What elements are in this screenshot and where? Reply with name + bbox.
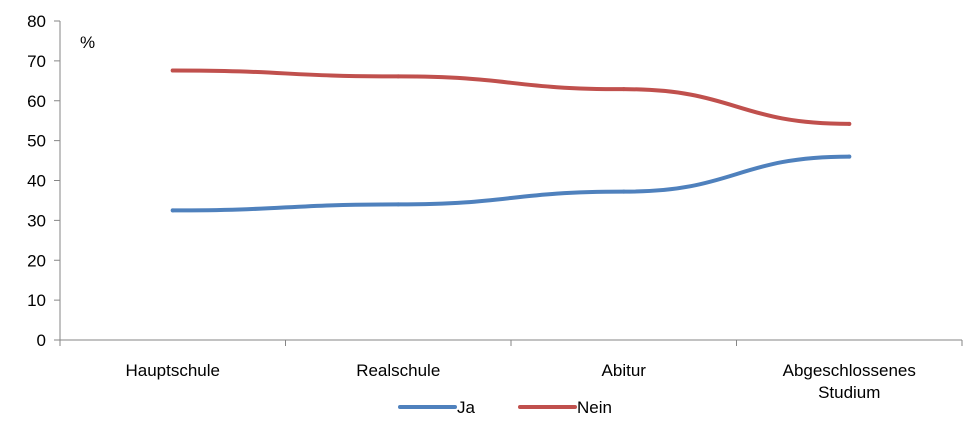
- x-category-label-line: Abitur: [602, 361, 647, 380]
- y-tick-label: 0: [37, 331, 46, 350]
- y-tick-label: 50: [27, 132, 46, 151]
- x-category-label-line: Realschule: [356, 361, 440, 380]
- x-category-label-line: Studium: [818, 383, 880, 402]
- legend-label-ja: Ja: [457, 398, 476, 417]
- data-point-ja: [847, 154, 852, 159]
- y-tick-label: 70: [27, 52, 46, 71]
- y-tick-label: 10: [27, 291, 46, 310]
- x-category-label-line: Abgeschlossenes: [783, 361, 916, 380]
- y-unit-label: %: [80, 33, 95, 52]
- data-point-nein: [170, 68, 175, 73]
- data-point-nein: [396, 74, 401, 79]
- y-tick-label: 20: [27, 251, 46, 270]
- y-tick-label: 40: [27, 172, 46, 191]
- x-axis: Hauptschule Realschule Abitur Abgeschlossen…: [59, 339, 963, 402]
- series-line-nein: [170, 68, 852, 126]
- x-category-label: Abitur: [602, 361, 647, 380]
- data-point-ja: [621, 189, 626, 194]
- data-point-nein: [621, 87, 626, 92]
- x-category-label-line: Hauptschule: [125, 361, 220, 380]
- legend-label-nein: Nein: [577, 398, 612, 417]
- series-layer: [170, 68, 852, 213]
- x-category-label: Abgeschlossenes Studium: [783, 361, 916, 402]
- data-point-ja: [170, 208, 175, 213]
- y-axis: 0 10 20 30 40 50 60 70 80: [27, 12, 61, 350]
- y-tick-label: 60: [27, 92, 46, 111]
- legend: Ja Nein: [398, 398, 612, 417]
- y-tick-label: 30: [27, 211, 46, 230]
- data-point-nein: [847, 121, 852, 126]
- x-category-label: Realschule: [356, 361, 440, 380]
- data-point-ja: [396, 202, 401, 207]
- x-category-label: Hauptschule: [125, 361, 220, 380]
- series-line-ja: [170, 154, 852, 213]
- y-tick-label: 80: [27, 12, 46, 31]
